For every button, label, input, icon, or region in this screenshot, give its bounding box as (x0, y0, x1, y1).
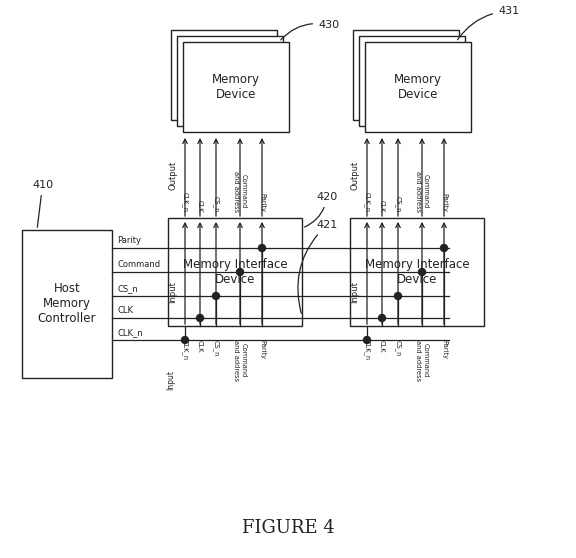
Text: Memory Interface
Device: Memory Interface Device (365, 258, 469, 286)
Text: Command: Command (117, 260, 160, 269)
Text: Input: Input (351, 281, 359, 303)
Bar (177, 36, 283, 126)
Text: Parity: Parity (259, 193, 265, 212)
Circle shape (237, 268, 244, 276)
Text: Command
and address: Command and address (233, 171, 247, 212)
Text: Parity: Parity (441, 193, 447, 212)
Text: Output: Output (169, 160, 177, 190)
Text: Command
and address: Command and address (233, 340, 247, 381)
Text: CLK_n: CLK_n (181, 340, 188, 360)
Text: Memory
Device: Memory Device (394, 73, 442, 101)
Text: Command
and address: Command and address (415, 340, 429, 381)
Text: Memory
Device: Memory Device (212, 73, 260, 101)
Circle shape (363, 336, 370, 344)
Text: CLK_n: CLK_n (363, 192, 370, 212)
Text: CLK: CLK (379, 200, 385, 212)
Text: CLK: CLK (197, 200, 203, 212)
Text: Input: Input (169, 281, 177, 303)
Bar (183, 42, 289, 132)
Text: Parity: Parity (441, 340, 447, 359)
Text: 410: 410 (32, 180, 53, 227)
Text: 421: 421 (298, 220, 338, 314)
Text: Host
Memory
Controller: Host Memory Controller (38, 282, 96, 325)
Circle shape (441, 244, 448, 252)
Text: CS_n: CS_n (117, 284, 138, 293)
Text: Command
and address: Command and address (415, 171, 429, 212)
Text: CLK_n: CLK_n (363, 340, 370, 360)
Text: CLK_n: CLK_n (117, 328, 143, 337)
Circle shape (181, 336, 188, 344)
Bar (22, 230, 112, 378)
Text: CLK_n: CLK_n (181, 192, 188, 212)
Text: CLK: CLK (117, 306, 133, 315)
Text: CS_n: CS_n (213, 196, 219, 212)
Circle shape (259, 244, 266, 252)
Circle shape (395, 292, 401, 300)
Text: Input: Input (166, 370, 175, 390)
Text: Parity: Parity (117, 236, 141, 245)
Circle shape (196, 315, 203, 321)
Text: 420: 420 (305, 192, 338, 227)
Text: CS_n: CS_n (213, 340, 219, 357)
Circle shape (378, 315, 385, 321)
Bar (359, 36, 465, 126)
Text: Parity: Parity (259, 340, 265, 359)
Bar (350, 218, 484, 326)
Text: CLK: CLK (197, 340, 203, 353)
Text: Memory Interface
Device: Memory Interface Device (183, 258, 287, 286)
Bar (365, 42, 471, 132)
Text: 430: 430 (281, 20, 339, 40)
Bar (168, 218, 302, 326)
Bar (171, 30, 277, 120)
Text: FIGURE 4: FIGURE 4 (241, 519, 335, 537)
Text: CS_n: CS_n (395, 196, 401, 212)
Text: CS_n: CS_n (395, 340, 401, 357)
Text: CLK: CLK (379, 340, 385, 353)
Text: 431: 431 (457, 6, 519, 40)
Bar (353, 30, 459, 120)
Circle shape (419, 268, 426, 276)
Text: Output: Output (351, 160, 359, 190)
Circle shape (213, 292, 219, 300)
